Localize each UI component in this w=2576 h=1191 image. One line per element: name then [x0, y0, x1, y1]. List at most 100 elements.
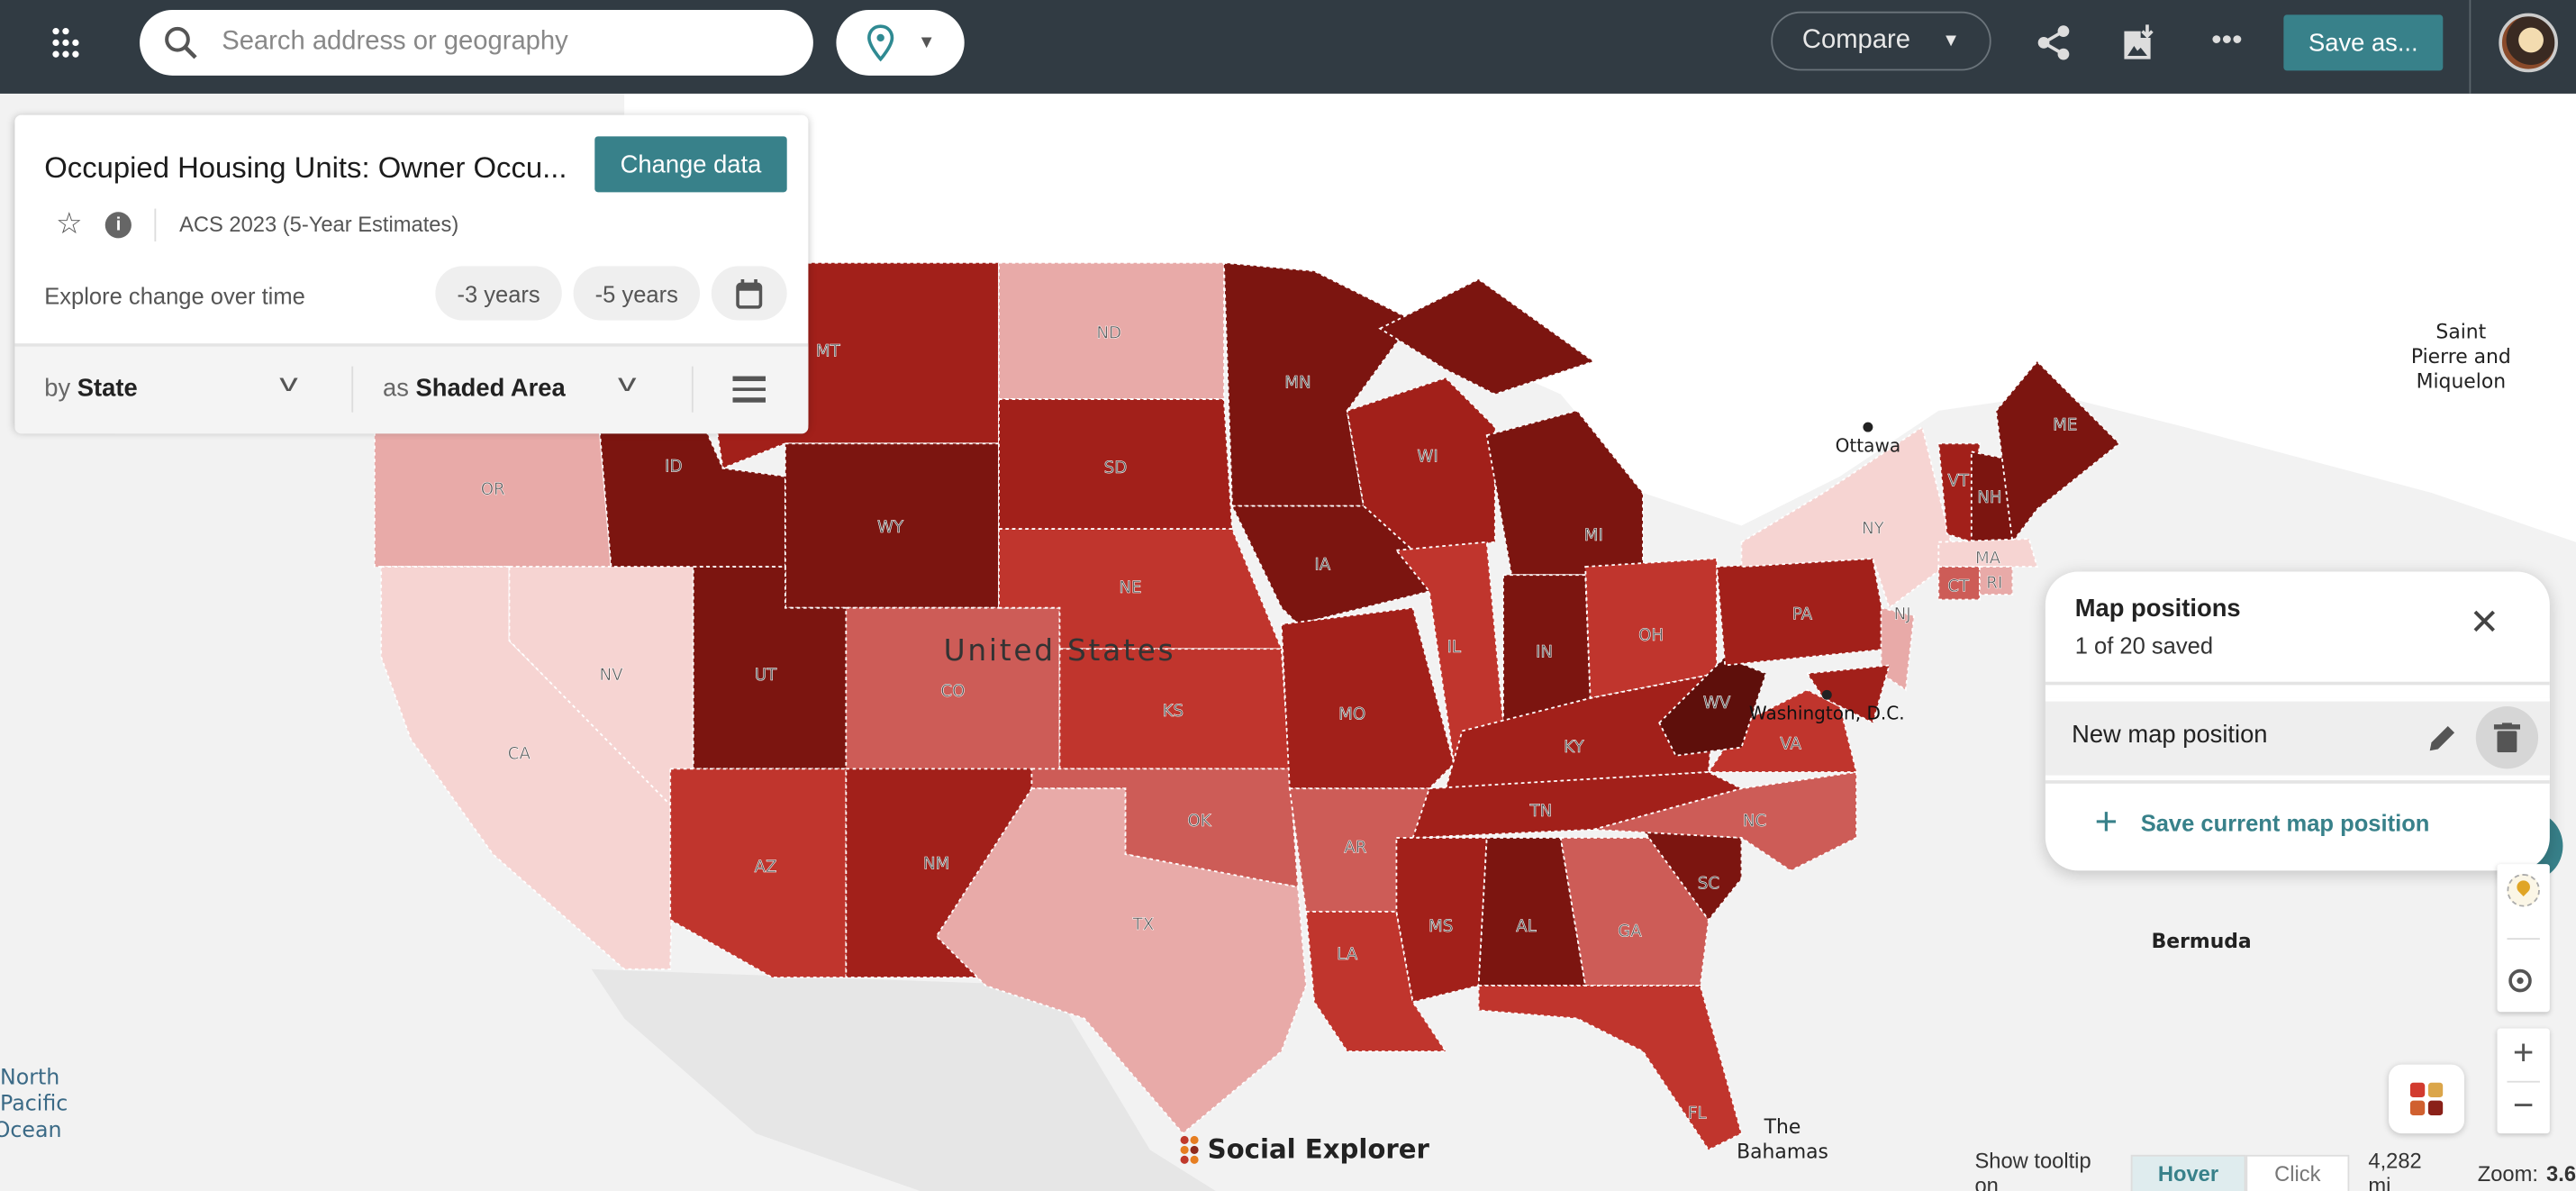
state-label: SD — [1104, 459, 1128, 477]
state-label: OR — [481, 480, 505, 499]
search-placeholder: Search address or geography — [222, 27, 568, 56]
plus-icon: + — [2094, 799, 2118, 845]
my-location-icon[interactable] — [2508, 968, 2532, 993]
chevron-down-icon[interactable]: v — [618, 369, 637, 398]
minus-3-years-button[interactable]: -3 years — [435, 266, 562, 321]
caret-down-icon: ▼ — [917, 32, 936, 53]
location-dropdown-button[interactable]: ▼ — [836, 9, 965, 76]
state-tx[interactable] — [935, 787, 1308, 1135]
state-nj[interactable] — [1880, 606, 1915, 692]
save-as-button[interactable]: Save as... — [2283, 14, 2444, 71]
state-label: NH — [1977, 488, 2001, 507]
state-label: NM — [923, 855, 949, 874]
more-options-icon[interactable]: ••• — [2211, 23, 2243, 56]
share-icon[interactable] — [2034, 23, 2073, 63]
minus-5-years-button[interactable]: -5 years — [573, 266, 701, 321]
map-positions-panel: Map positions 1 of 20 saved ✕ New map po… — [2045, 571, 2550, 871]
map-pin-icon — [866, 24, 893, 62]
canada-land — [624, 93, 2576, 542]
user-avatar[interactable] — [2499, 13, 2558, 73]
geography-level-value: State — [77, 374, 138, 403]
state-label: NY — [1862, 520, 1885, 539]
divider — [351, 366, 354, 413]
save-current-position-label: Save current map position — [2140, 809, 2430, 837]
state-label: WY — [877, 518, 904, 537]
apps-grid-icon[interactable] — [50, 26, 86, 62]
state-mi[interactable] — [1378, 277, 1596, 395]
favorite-star-icon[interactable]: ☆ — [56, 206, 83, 241]
chevron-down-icon[interactable]: v — [279, 369, 298, 398]
state-id[interactable] — [598, 393, 786, 568]
state-ny[interactable] — [1740, 425, 1956, 610]
state-ma[interactable] — [1937, 538, 2038, 568]
state-ne[interactable] — [998, 528, 1283, 650]
state-me[interactable] — [1995, 359, 2121, 545]
state-tn[interactable] — [1411, 771, 1744, 839]
place-bermuda: Bermuda — [2152, 931, 2252, 953]
state-label: UT — [755, 666, 777, 685]
export-image-icon[interactable] — [2119, 23, 2159, 63]
state-label: GA — [1618, 922, 1642, 941]
change-data-button[interactable]: Change data — [594, 136, 787, 193]
delete-button[interactable] — [2475, 706, 2539, 769]
state-nh[interactable] — [1970, 450, 2014, 543]
tooltip-click-toggle[interactable]: Click — [2246, 1153, 2349, 1191]
close-icon[interactable]: ✕ — [2469, 601, 2500, 642]
pin-location-icon[interactable] — [2507, 874, 2540, 907]
compare-button[interactable]: Compare ▼ — [1771, 11, 1991, 71]
state-wi[interactable] — [1346, 377, 1496, 551]
save-current-position-button[interactable]: + Save current map position — [2094, 799, 2430, 845]
trash-icon — [2493, 723, 2521, 753]
state-mo[interactable] — [1280, 606, 1456, 790]
calendar-button[interactable] — [711, 266, 787, 321]
edit-pencil-icon[interactable] — [2426, 721, 2459, 753]
divider — [154, 207, 157, 241]
state-label: KS — [1163, 702, 1184, 721]
state-label: CA — [508, 744, 531, 763]
survey-label: ACS 2023 (5-Year Estimates) — [179, 212, 459, 237]
social-explorer-logo: Social Explorer — [1180, 1134, 1430, 1164]
state-va[interactable] — [1707, 688, 1858, 773]
state-az[interactable] — [669, 768, 848, 978]
state-oh[interactable] — [1584, 557, 1718, 700]
state-wv[interactable] — [1658, 656, 1767, 757]
state-mi[interactable] — [1485, 409, 1644, 577]
legend-swatch-icon — [2409, 1082, 2444, 1116]
place-pacific: North Pacific Ocean — [0, 1064, 68, 1141]
legend-layers-button[interactable] — [2389, 1064, 2464, 1134]
state-nc[interactable] — [1593, 770, 1858, 872]
state-ri[interactable] — [1979, 566, 2014, 596]
state-ia[interactable] — [1230, 505, 1431, 625]
scale-readout: 4,282 mi — [2368, 1148, 2422, 1191]
state-ct[interactable] — [1937, 566, 1981, 601]
state-fl[interactable] — [1477, 985, 1743, 1151]
search-input[interactable]: Search address or geography — [140, 9, 813, 76]
state-ga[interactable] — [1559, 837, 1710, 986]
state-label: TN — [1529, 802, 1553, 821]
map-position-item[interactable]: New map position — [2045, 697, 2550, 779]
state-label: OH — [1638, 626, 1664, 645]
state-label: PA — [1792, 605, 1813, 623]
geography-level-dropdown[interactable]: by State — [44, 375, 137, 403]
info-icon[interactable]: i — [104, 211, 132, 238]
explore-change-label: Explore change over time — [44, 282, 305, 309]
dataset-title[interactable]: Occupied Housing Units: Owner Occu... — [44, 150, 567, 185]
zoom-out-icon[interactable]: − — [2512, 1084, 2535, 1126]
zoom-in-icon[interactable]: + — [2512, 1032, 2535, 1073]
as-prefix: as — [382, 374, 409, 403]
state-pa[interactable] — [1716, 558, 1891, 667]
state-label: ID — [665, 457, 682, 476]
zoom-label: Zoom: — [2477, 1160, 2538, 1186]
menu-icon[interactable] — [732, 376, 766, 402]
state-label: NJ — [1894, 605, 1911, 623]
tooltip-hover-toggle[interactable]: Hover — [2129, 1153, 2247, 1191]
calendar-icon — [736, 278, 763, 308]
state-la[interactable] — [1305, 911, 1447, 1052]
state-md[interactable] — [1805, 664, 1891, 724]
state-label: MO — [1338, 705, 1365, 724]
state-ms[interactable] — [1395, 837, 1488, 1004]
state-label: MT — [816, 342, 841, 361]
city-label-ottawa: Ottawa — [1836, 434, 1900, 456]
visualization-type-dropdown[interactable]: as Shaded Area — [383, 375, 566, 403]
state-label: KY — [1564, 738, 1584, 757]
